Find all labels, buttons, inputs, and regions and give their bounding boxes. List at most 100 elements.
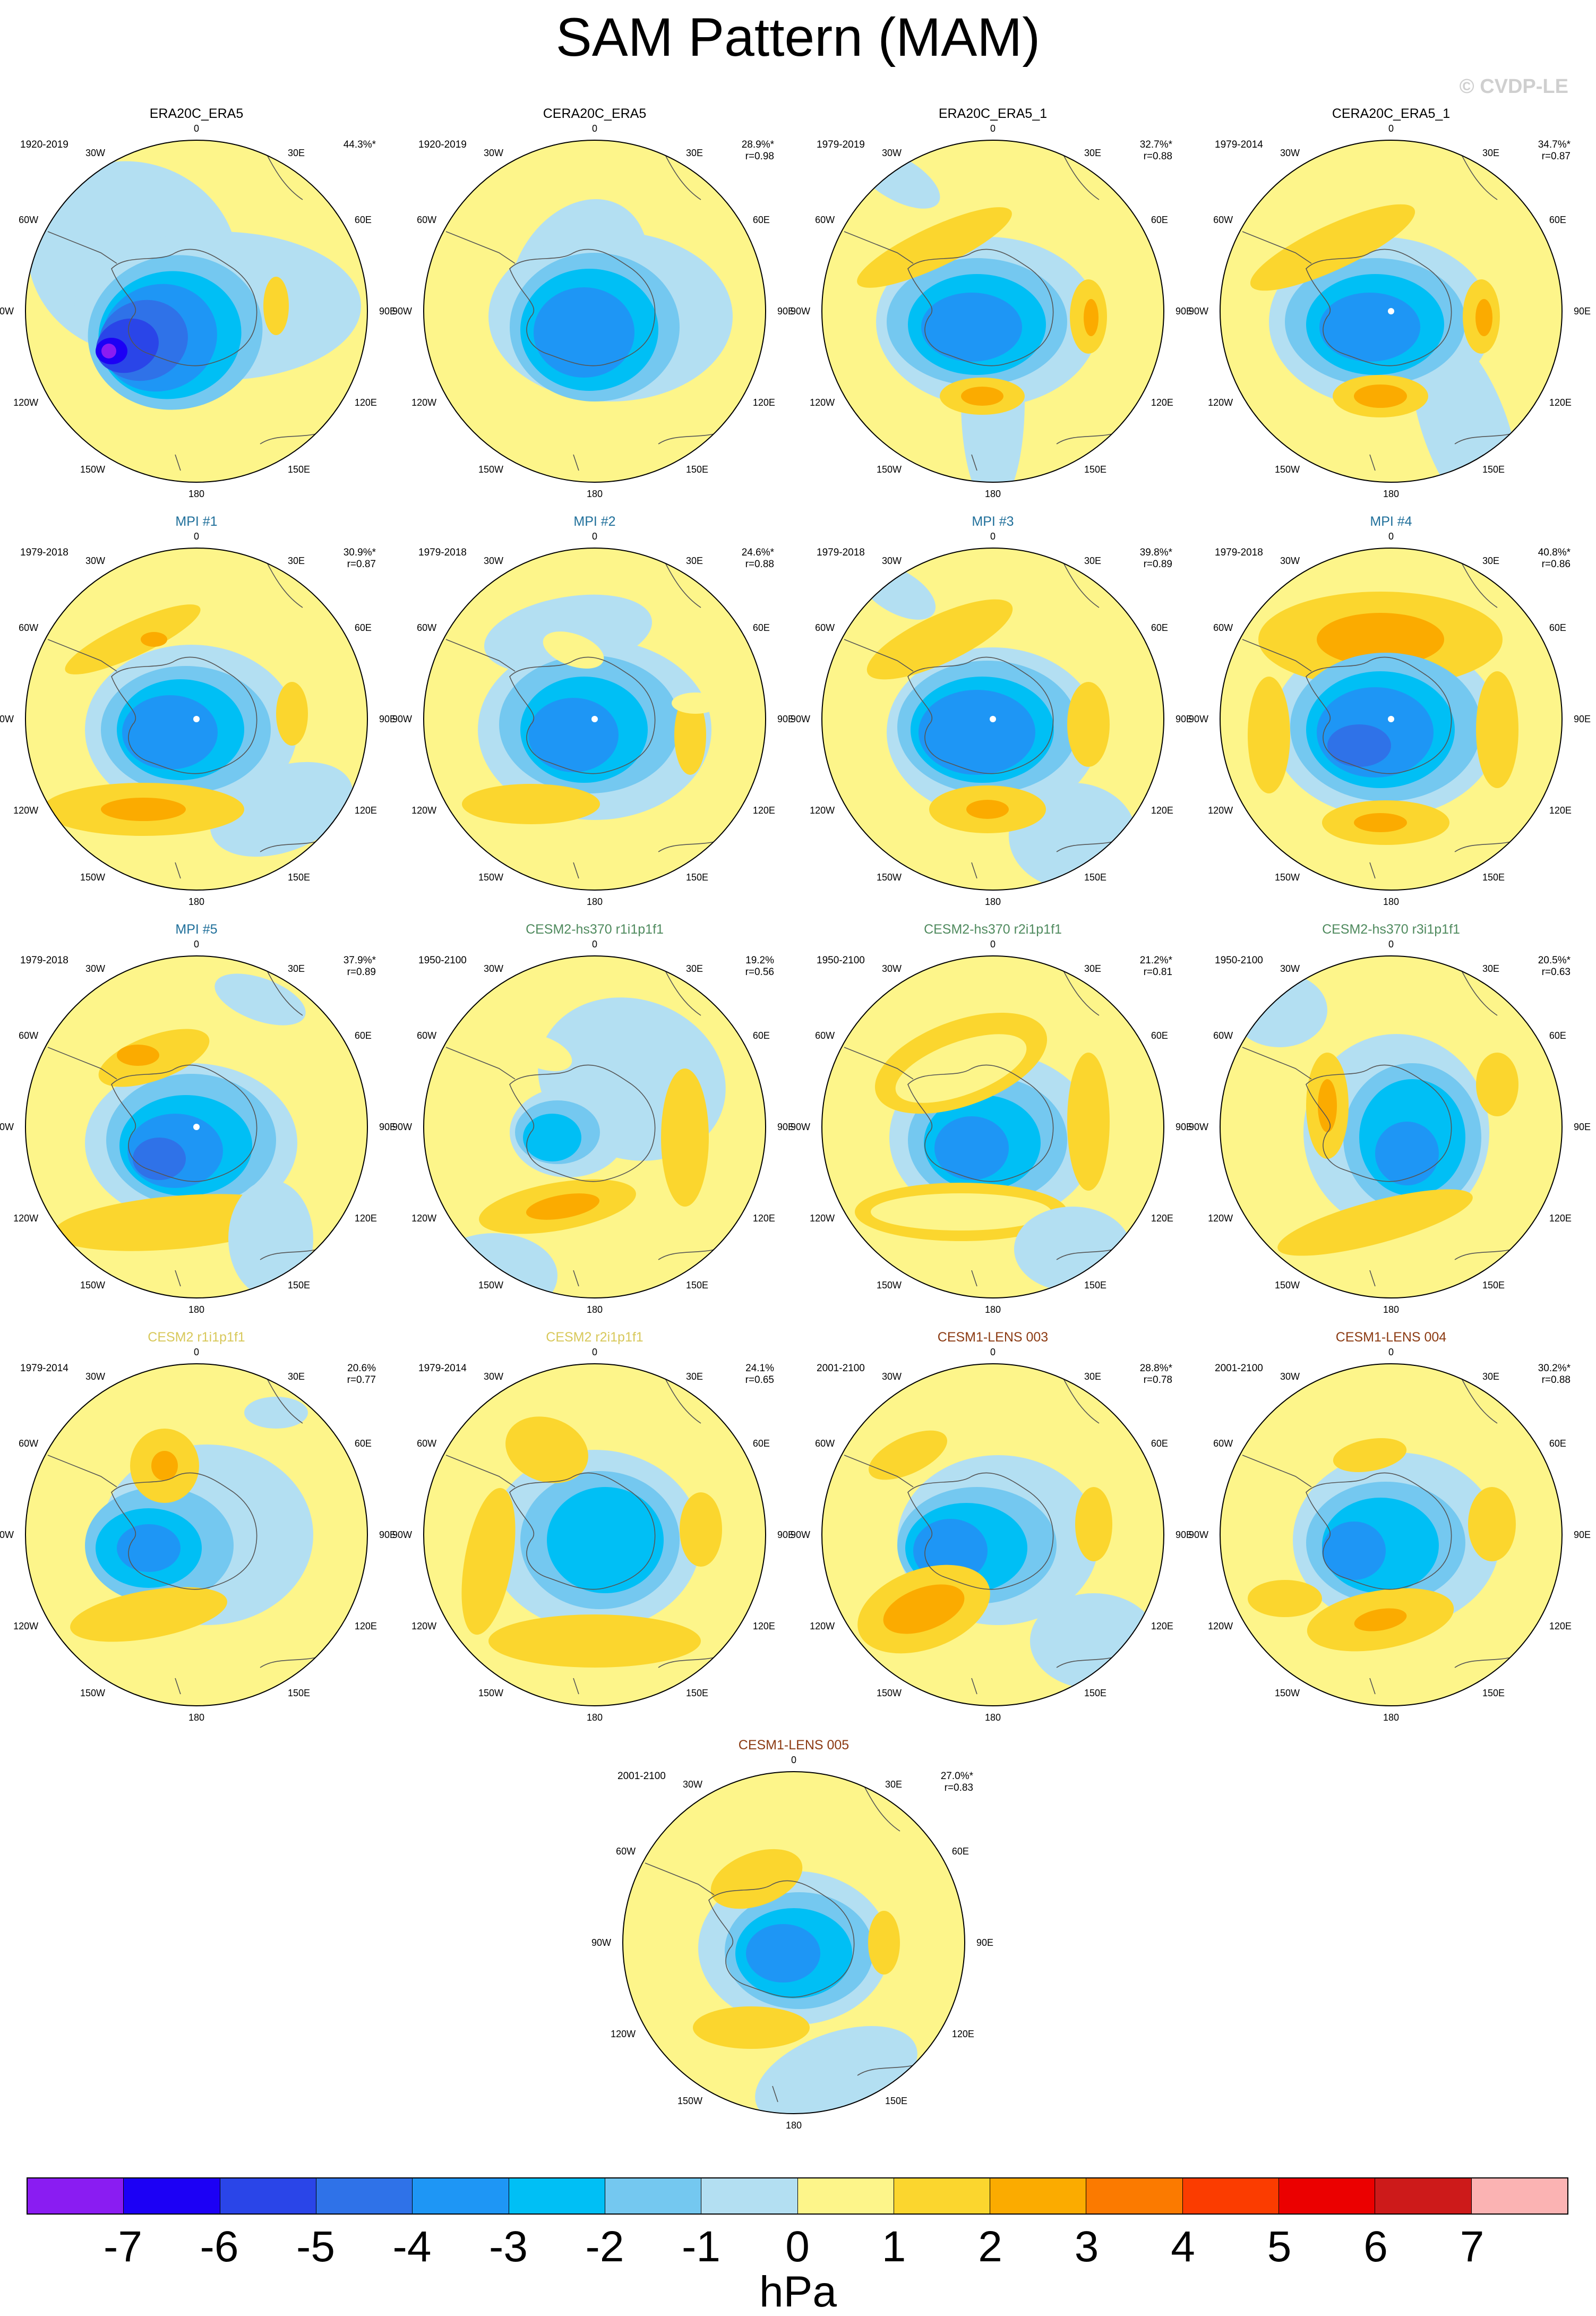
variance-explained: 21.2%* bbox=[1139, 955, 1172, 966]
longitude-label: 60W bbox=[19, 622, 38, 633]
longitude-label: 30E bbox=[686, 556, 703, 566]
longitude-label: 30E bbox=[1084, 963, 1101, 974]
colorbar-swatch bbox=[316, 2178, 413, 2214]
longitude-label: 150E bbox=[885, 2096, 907, 2106]
contour-region bbox=[1354, 384, 1407, 408]
longitude-label: 90E bbox=[1175, 306, 1192, 317]
longitude-label: 30W bbox=[85, 148, 105, 158]
panel-period: 1950-2100 bbox=[1215, 955, 1263, 966]
colorbar-swatch bbox=[605, 2178, 702, 2214]
longitude-label: 90W bbox=[392, 1529, 412, 1540]
colorbar-units: hPa bbox=[759, 2268, 837, 2316]
panel-title: CESM2-hs370 r3i1p1f1 bbox=[1322, 922, 1460, 937]
variance-explained: 28.8%* bbox=[1139, 1363, 1172, 1374]
longitude-label: 90W bbox=[0, 1122, 14, 1132]
longitude-label: 0 bbox=[194, 1347, 199, 1357]
panel-stats: 24.1% r=0.65 bbox=[745, 1363, 774, 1386]
panel-title: CESM2-hs370 r1i1p1f1 bbox=[526, 922, 664, 937]
contour-region bbox=[65, 604, 201, 674]
longitude-label: 180 bbox=[188, 489, 204, 499]
panel-period: 1920-2019 bbox=[20, 139, 68, 150]
map-panel: MPI #4 1979-2018 40.8%* r=0.86 0 30E 60E 90E 120… bbox=[1189, 512, 1591, 907]
pole-marker bbox=[193, 716, 200, 722]
contour-region bbox=[505, 1416, 588, 1483]
colorbar-swatch bbox=[28, 2178, 124, 2214]
longitude-label: 30W bbox=[882, 556, 902, 566]
panel-period: 1979-2014 bbox=[418, 1363, 467, 1374]
panel-period: 2001-2100 bbox=[617, 1771, 666, 1782]
longitude-label: 60E bbox=[952, 1846, 969, 1857]
contour-region bbox=[672, 693, 719, 714]
longitude-label: 30W bbox=[683, 1779, 702, 1790]
contour-region bbox=[214, 973, 306, 1025]
longitude-label: 120W bbox=[1208, 397, 1233, 408]
polar-map: 0 30E 60E 90E 120E 150E 180 150W 120W 90W 60W 30W bbox=[392, 531, 794, 907]
pattern-correlation: r=0.87 bbox=[347, 558, 376, 570]
map-panel: CESM1-LENS 004 2001-2100 30.2%* r=0.88 0 30E 6… bbox=[1189, 1328, 1591, 1723]
map-panel: MPI #5 1979-2018 37.9%* r=0.89 0 30E 60E 90E 120… bbox=[0, 920, 396, 1315]
panel-title: ERA20C_ERA5_1 bbox=[938, 106, 1048, 121]
longitude-label: 60E bbox=[355, 622, 372, 633]
map-border bbox=[821, 548, 1164, 891]
longitude-label: 30E bbox=[885, 1779, 902, 1790]
longitude-label: 90W bbox=[591, 1937, 611, 1948]
pattern-correlation: r=0.81 bbox=[1143, 966, 1172, 978]
longitude-label: 150W bbox=[1275, 464, 1300, 475]
map-panel: ERA20C_ERA5_1 1979-2019 32.7%* r=0.88 0 30E 60… bbox=[791, 104, 1192, 499]
contour-region bbox=[151, 1451, 178, 1481]
longitude-label: 60E bbox=[1151, 622, 1168, 633]
longitude-label: 90W bbox=[392, 306, 412, 317]
variance-explained: 24.1% bbox=[745, 1363, 774, 1374]
longitude-label: 60W bbox=[616, 1846, 636, 1857]
longitude-label: 60W bbox=[815, 1030, 835, 1041]
polar-map: 0 30E 60E 90E 120E 150E 180 150W 120W 90W 60W 30W bbox=[791, 123, 1192, 499]
contour-region bbox=[1317, 613, 1444, 666]
map-border bbox=[423, 1363, 766, 1706]
contour-region bbox=[934, 1116, 1009, 1180]
longitude-label: 60W bbox=[1213, 215, 1233, 225]
longitude-label: 120W bbox=[411, 397, 436, 408]
pattern-correlation: r=0.88 bbox=[1541, 1374, 1571, 1386]
colorbar-tick-label: 1 bbox=[881, 2223, 906, 2271]
contour-region bbox=[547, 1487, 664, 1593]
panel-title: MPI #2 bbox=[573, 514, 616, 529]
panel-stats: 40.8%* r=0.86 bbox=[1538, 547, 1571, 570]
map-border bbox=[821, 140, 1164, 483]
longitude-label: 30W bbox=[1280, 148, 1300, 158]
contour-region bbox=[1476, 1053, 1518, 1116]
pattern-correlation: r=0.89 bbox=[1143, 558, 1172, 570]
polar-map: 0 30E 60E 90E 120E 150E 180 150W 120W 90W 60W 30W bbox=[791, 939, 1192, 1315]
longitude-label: 180 bbox=[188, 1712, 204, 1723]
longitude-label: 90W bbox=[0, 1529, 14, 1540]
longitude-label: 30E bbox=[1482, 963, 1499, 974]
longitude-label: 120E bbox=[1549, 1621, 1572, 1631]
colorbar-swatch bbox=[509, 2178, 605, 2214]
longitude-label: 60E bbox=[1549, 215, 1566, 225]
contour-region bbox=[523, 1114, 581, 1161]
longitude-label: 60W bbox=[417, 1030, 436, 1041]
contour-region bbox=[133, 1138, 186, 1180]
contour-region bbox=[871, 1193, 1051, 1230]
pattern-correlation: r=0.65 bbox=[745, 1374, 774, 1386]
longitude-label: 30W bbox=[85, 1371, 105, 1382]
contour-region bbox=[1333, 1438, 1407, 1472]
pole-marker bbox=[591, 716, 598, 722]
contour-region bbox=[101, 344, 116, 358]
longitude-label: 150W bbox=[478, 1280, 503, 1291]
contour-region bbox=[228, 1180, 313, 1297]
longitude-label: 90W bbox=[791, 1122, 810, 1132]
longitude-label: 60E bbox=[1151, 1438, 1168, 1449]
longitude-label: 150E bbox=[288, 464, 310, 475]
longitude-label: 150W bbox=[80, 464, 105, 475]
watermark: © CVDP-LE bbox=[1459, 75, 1568, 98]
panel-period: 1950-2100 bbox=[817, 955, 865, 966]
contour-region bbox=[543, 631, 604, 669]
longitude-label: 120E bbox=[355, 397, 377, 408]
longitude-label: 150E bbox=[288, 1688, 310, 1698]
panel-stats: 30.9%* r=0.87 bbox=[344, 547, 376, 570]
contour-region bbox=[1375, 1122, 1439, 1185]
longitude-label: 0 bbox=[194, 123, 199, 134]
coastline bbox=[844, 1375, 1153, 1695]
colorbar-swatch bbox=[1279, 2178, 1376, 2214]
variance-explained: 30.2%* bbox=[1538, 1363, 1571, 1374]
